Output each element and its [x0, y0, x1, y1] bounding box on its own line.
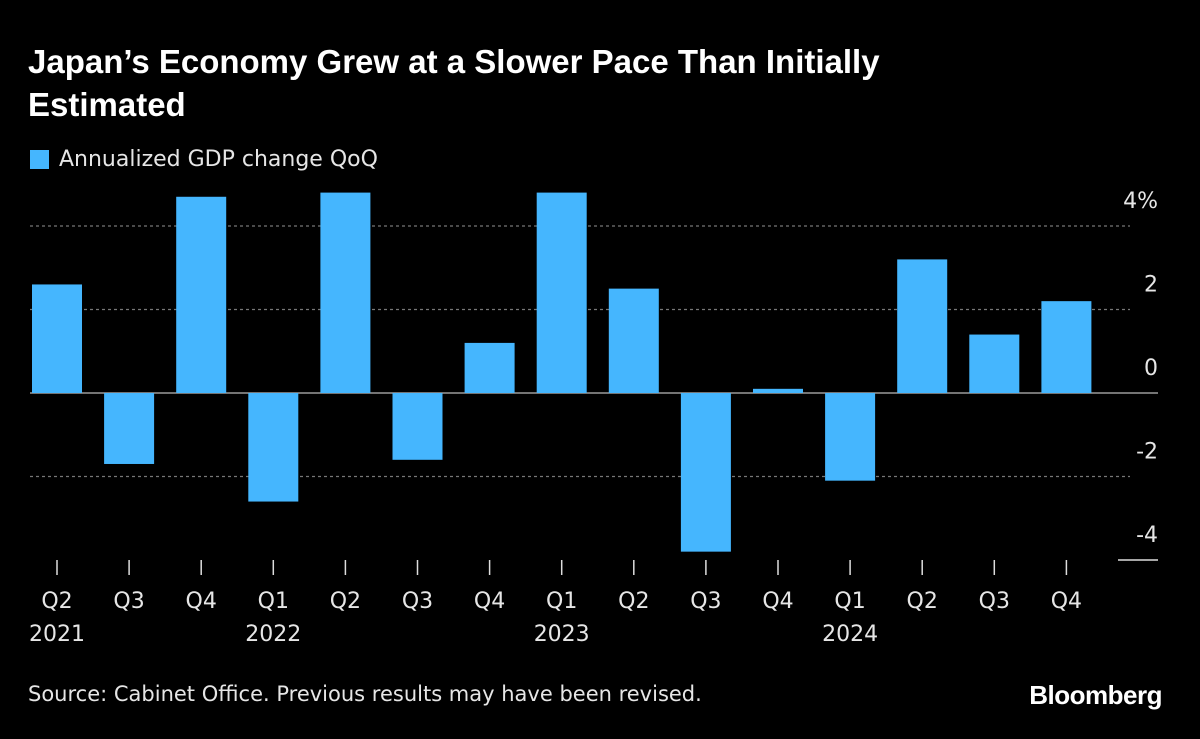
x-tick-label: Q1 — [546, 589, 577, 614]
bar — [680, 393, 731, 552]
y-tick-label: 2 — [1144, 273, 1158, 298]
x-tick-label: Q4 — [474, 589, 505, 614]
bar — [320, 192, 371, 393]
x-tick-label: Q4 — [1051, 589, 1082, 614]
x-tick-label: Q4 — [186, 589, 217, 614]
bar — [1041, 301, 1092, 393]
bar — [897, 259, 948, 393]
x-year-label: 2023 — [534, 622, 590, 647]
x-tick-label: Q4 — [762, 589, 793, 614]
x-tick-label: Q1 — [834, 589, 865, 614]
bar — [969, 334, 1020, 393]
x-tick-label: Q3 — [979, 589, 1010, 614]
bar — [464, 342, 515, 393]
x-year-label: 2022 — [245, 622, 301, 647]
bar — [248, 393, 299, 502]
x-tick-label: Q1 — [258, 589, 289, 614]
bar — [392, 393, 443, 460]
legend: Annualized GDP change QoQ — [30, 147, 378, 172]
x-tick-label: Q2 — [41, 589, 72, 614]
bar — [32, 284, 82, 393]
y-tick-label: -4 — [1136, 523, 1158, 548]
x-tick-label: Q3 — [690, 589, 721, 614]
x-tick-label: Q2 — [330, 589, 361, 614]
bar — [753, 388, 803, 393]
bar — [608, 288, 659, 393]
legend-label: Annualized GDP change QoQ — [59, 147, 378, 172]
bloomberg-logo: Bloomberg — [1029, 680, 1162, 710]
x-year-label: 2024 — [822, 622, 878, 647]
x-tick-label: Q3 — [113, 589, 144, 614]
chart-title: Japan’s Economy Grew at a Slower Pace Th… — [28, 43, 880, 123]
x-tick-label: Q2 — [618, 589, 649, 614]
x-year-label: 2021 — [29, 622, 85, 647]
bar — [176, 196, 227, 393]
y-tick-label: -2 — [1136, 440, 1158, 465]
legend-swatch — [30, 150, 49, 169]
bar — [104, 393, 155, 464]
x-tick-label: Q3 — [402, 589, 433, 614]
source-note: Source: Cabinet Office. Previous results… — [28, 682, 702, 706]
bar — [536, 192, 587, 393]
y-tick-label: 4% — [1123, 189, 1158, 214]
bar — [825, 393, 876, 481]
y-tick-label: 0 — [1144, 356, 1158, 381]
x-tick-label: Q2 — [907, 589, 938, 614]
